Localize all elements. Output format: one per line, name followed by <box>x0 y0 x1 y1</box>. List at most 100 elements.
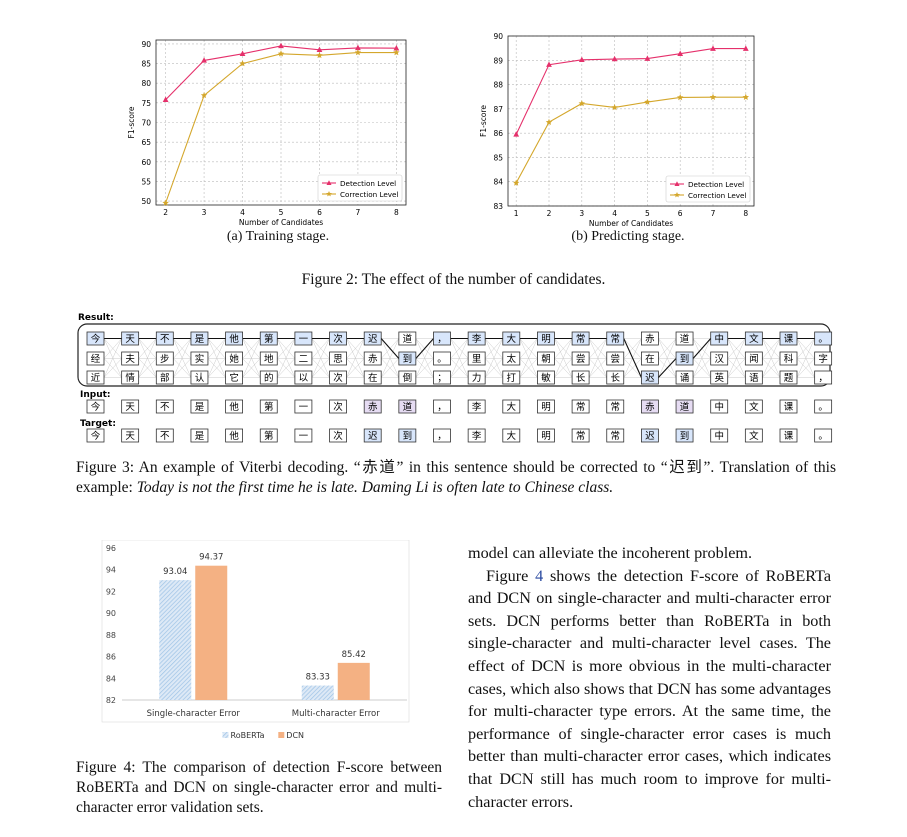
input-cell <box>294 399 313 414</box>
x-tick-label: 6 <box>317 208 322 217</box>
trellis-edge <box>138 338 157 359</box>
trellis-edge <box>519 338 538 378</box>
candidate-cell <box>675 370 694 385</box>
path-cell <box>571 331 590 346</box>
trellis-edge <box>450 358 469 378</box>
candidate-char: ， <box>437 334 447 345</box>
data-point <box>162 96 169 102</box>
target-cell <box>710 428 729 443</box>
data-label: 93.04 <box>163 567 187 577</box>
trellis-edge <box>173 358 192 378</box>
trellis-edge <box>346 338 365 378</box>
candidate-cell <box>398 370 417 385</box>
input-cell <box>190 399 209 414</box>
input-char: 道 <box>680 401 690 413</box>
y-tick-label: 86 <box>106 653 116 662</box>
candidate-cell <box>86 370 105 385</box>
candidate-char: 在 <box>645 353 655 365</box>
candidate-char: 不 <box>160 334 170 345</box>
input-cell <box>155 399 174 414</box>
candidate-char: 到 <box>680 353 690 365</box>
path-cell <box>710 331 729 346</box>
path-cell <box>467 331 486 346</box>
input-cell <box>537 399 555 414</box>
target-char: ， <box>437 431 447 442</box>
target-corrected-cell <box>675 428 694 443</box>
candidate-cell <box>744 370 763 385</box>
candidate-cell <box>294 351 313 366</box>
trellis-edge <box>554 338 573 359</box>
bar-dcn <box>337 662 370 700</box>
legend-swatch <box>278 732 285 738</box>
input-cell <box>779 399 798 414</box>
input-cell <box>571 399 590 414</box>
input-cell <box>433 399 451 414</box>
candidate-cell <box>398 331 417 346</box>
candidate-char: 第 <box>264 333 274 345</box>
target-cell <box>744 428 763 443</box>
trellis-edge <box>762 338 781 378</box>
target-cell <box>433 428 451 443</box>
trellis-edge <box>103 358 122 378</box>
path-cell <box>294 331 313 346</box>
candidate-char: 赤 <box>368 354 378 365</box>
data-point <box>393 45 400 51</box>
candidate-char: 赤 <box>645 334 655 345</box>
candidate-char: 经 <box>91 353 101 365</box>
target-cell <box>294 428 313 443</box>
input-cell <box>259 399 278 414</box>
y-tick-label: 70 <box>141 119 151 128</box>
target-char: 次 <box>333 430 343 442</box>
x-tick-label: 2 <box>163 208 168 217</box>
legend-label: Correction Level <box>340 190 398 199</box>
paragraph-2-rest: shows the detection F-score of RoBERTa a… <box>468 566 831 811</box>
candidate-cell <box>814 351 833 366</box>
target-cell <box>467 428 486 443</box>
target-char: 中 <box>714 430 724 442</box>
trellis-edge <box>138 358 157 378</box>
y-axis-label: F1-score <box>128 106 136 138</box>
candidate-char: 到 <box>403 353 413 365</box>
target-char: 天 <box>125 431 135 442</box>
figure-3-caption: Figure 3: An example of Viterbi decoding… <box>76 458 836 498</box>
trellis-edge <box>311 358 330 378</box>
data-label: 94.37 <box>199 553 223 563</box>
y-tick-label: 88 <box>493 81 503 90</box>
candidate-char: 的 <box>264 372 274 384</box>
input-char: 中 <box>714 401 724 413</box>
candidate-char: 道 <box>680 333 690 345</box>
target-cell <box>502 428 521 443</box>
candidate-char: 常 <box>576 333 586 345</box>
data-point <box>277 50 285 57</box>
candidate-cell <box>571 370 590 385</box>
path-cell <box>329 331 347 346</box>
path-cell <box>86 331 105 346</box>
input-char: ， <box>437 402 447 413</box>
input-char: 常 <box>610 401 620 413</box>
best-path-edge <box>623 338 642 378</box>
input-cell <box>121 399 140 414</box>
data-label: 85.42 <box>342 650 366 660</box>
path-cell <box>121 331 140 346</box>
y-tick-label: 55 <box>141 177 151 186</box>
candidate-cell <box>190 351 209 366</box>
figure-4-link[interactable]: 4 <box>535 566 544 585</box>
trellis-edge <box>692 358 711 378</box>
target-char: 大 <box>507 430 517 442</box>
x-tick-label: 8 <box>394 208 399 217</box>
trellis-edge <box>554 338 573 378</box>
candidate-char: 地 <box>264 353 274 365</box>
candidate-char: 里 <box>472 354 482 365</box>
data-point <box>710 45 716 51</box>
candidate-char: 步 <box>160 354 170 365</box>
x-axis-label: Number of Candidates <box>589 219 673 228</box>
target-char: 不 <box>160 431 170 442</box>
candidate-cell <box>467 351 486 366</box>
legend-marker <box>674 181 680 186</box>
candidate-char: 字 <box>818 353 828 365</box>
input-error-cell <box>641 399 659 414</box>
trellis-edge <box>727 338 746 359</box>
figure-3-caption-text: Figure 3: An example of Viterbi decoding… <box>76 459 836 496</box>
target-cell <box>86 428 105 443</box>
trellis-edge <box>588 338 607 359</box>
